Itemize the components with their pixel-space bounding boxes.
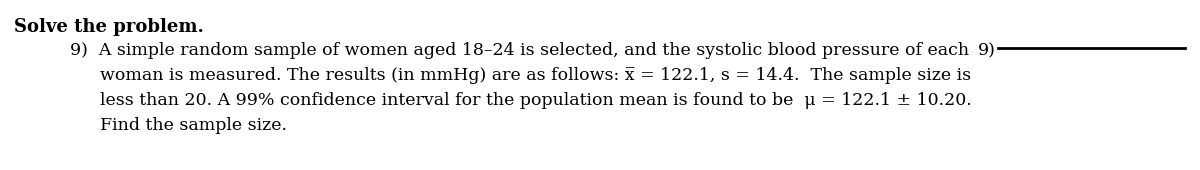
Text: Solve the problem.: Solve the problem. (14, 18, 204, 36)
Text: woman is measured. The results (in mmHg) are as follows: x̅ = 122.1, s = 14.4.  : woman is measured. The results (in mmHg)… (100, 67, 971, 84)
Text: Find the sample size.: Find the sample size. (100, 117, 287, 134)
Text: less than 20. A 99% confidence interval for the population mean is found to be  : less than 20. A 99% confidence interval … (100, 92, 972, 109)
Text: 9)  A simple random sample of women aged 18–24 is selected, and the systolic blo: 9) A simple random sample of women aged … (70, 42, 970, 59)
Text: 9): 9) (978, 42, 996, 59)
